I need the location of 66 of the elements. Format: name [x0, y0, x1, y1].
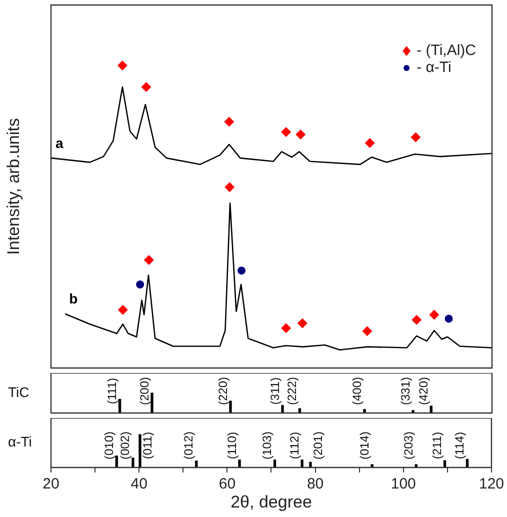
bar: [118, 398, 122, 413]
bar: [443, 460, 446, 468]
point: [281, 127, 292, 138]
x-tick-label: 40: [130, 476, 148, 493]
point: [238, 266, 246, 275]
series-label: a: [55, 134, 64, 151]
point: [429, 310, 440, 320]
bar: [309, 462, 312, 468]
point: [281, 323, 292, 334]
bar: [229, 400, 232, 413]
point: [444, 314, 453, 323]
x-tick-label: 120: [478, 476, 504, 493]
point: [410, 132, 421, 142]
bar: [281, 405, 284, 413]
y-axis-title: TiC: [8, 384, 30, 400]
annotation: (114): [452, 432, 467, 460]
annotation: (211): [430, 432, 444, 460]
annotation: (331): [398, 376, 412, 406]
point: [136, 280, 144, 289]
x-tick-label: 60: [218, 476, 236, 493]
point: [364, 138, 375, 148]
annotation: (111): [105, 378, 120, 404]
annotation: (110): [224, 432, 239, 460]
legend-label: - (Ti,Al)C: [416, 42, 476, 60]
annotation: (311): [268, 377, 282, 405]
x-tick-label: 100: [390, 476, 416, 493]
legend-label: - α-Ti: [416, 59, 452, 76]
bar: [363, 409, 366, 413]
point: [144, 255, 154, 266]
x-tick-label: 80: [306, 476, 324, 493]
y-axis-title: Intensity, arb.units: [4, 118, 23, 255]
annotation: (400): [350, 376, 364, 406]
point: [412, 314, 422, 325]
annotation: (112): [287, 432, 302, 460]
annotation: (222): [285, 376, 300, 406]
annotation: (201): [310, 431, 325, 460]
bar: [238, 460, 241, 468]
annotation: (203): [401, 431, 416, 460]
point: [362, 326, 372, 336]
point: [224, 116, 234, 127]
x-axis-title: 2θ, degree: [230, 492, 312, 512]
bar: [300, 460, 304, 468]
point: [224, 182, 235, 192]
point: [297, 318, 308, 328]
annotation: (012): [182, 431, 196, 460]
bar: [115, 456, 118, 468]
annotation: (200): [137, 376, 152, 406]
annotation: (420): [416, 376, 430, 406]
point: [141, 82, 152, 92]
annotation: (014): [357, 431, 372, 460]
annotation: (010): [102, 431, 116, 460]
annotation: (002): [118, 431, 132, 460]
bar: [150, 392, 154, 413]
x-tick-label: 20: [42, 476, 60, 493]
bar: [132, 458, 134, 468]
bar: [138, 434, 142, 468]
annotation: (103): [260, 431, 274, 460]
point: [117, 60, 128, 70]
bar: [430, 406, 432, 413]
series-label: b: [69, 290, 78, 307]
point: [296, 129, 306, 140]
y-axis-title: α-Ti: [8, 434, 32, 450]
annotation: (011): [140, 432, 154, 460]
point: [118, 304, 128, 315]
annotation: (220): [216, 376, 230, 406]
bar: [412, 410, 414, 413]
